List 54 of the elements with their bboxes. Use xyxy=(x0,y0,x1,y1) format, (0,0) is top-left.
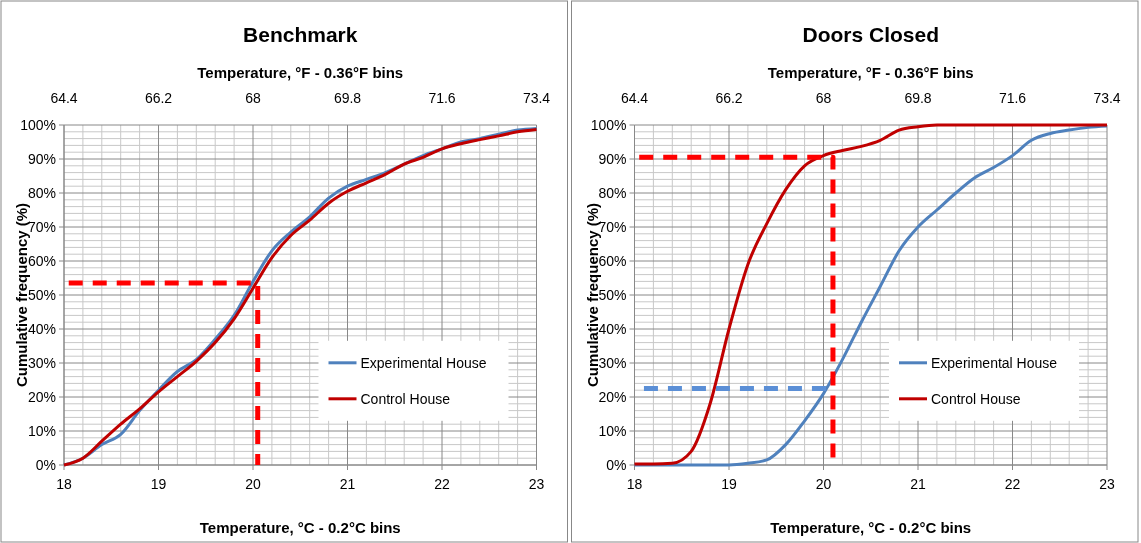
x-tick-label: 21 xyxy=(339,476,356,492)
x2-tick-label: 73.4 xyxy=(1093,90,1121,106)
x-tick-label: 21 xyxy=(910,476,926,492)
legend-label: Control House xyxy=(931,390,1021,407)
x-tick-label: 20 xyxy=(815,476,832,492)
x2-tick-label: 68 xyxy=(245,90,261,106)
x2-tick-label: 69.8 xyxy=(333,90,362,106)
x-axis-title: Temperature, °C - 0.2°C bins xyxy=(770,519,972,536)
x2-tick-label: 68 xyxy=(815,90,832,106)
x-tick-label: 18 xyxy=(626,476,643,492)
x-tick-label: 23 xyxy=(1099,476,1115,492)
x2-tick-label: 69.8 xyxy=(904,90,932,106)
x2-tick-label: 66.2 xyxy=(715,90,743,106)
chart-title: Doors Closed xyxy=(802,23,940,46)
y-tick-label: 10% xyxy=(598,422,627,439)
y-tick-label: 30% xyxy=(27,354,56,371)
y-tick-label: 20% xyxy=(27,388,56,405)
x-axis-title: Temperature, °C - 0.2°C bins xyxy=(199,519,401,536)
x-tick-label: 18 xyxy=(56,476,72,492)
x2-tick-label: 64.4 xyxy=(620,90,649,106)
y-tick-label: 0% xyxy=(606,456,627,473)
y-tick-label: 20% xyxy=(598,388,627,405)
y-tick-label: 100% xyxy=(20,116,56,133)
y-tick-label: 10% xyxy=(27,422,56,439)
x-tick-label: 22 xyxy=(1004,476,1021,492)
x2-tick-label: 73.4 xyxy=(522,90,551,106)
x-tick-label: 22 xyxy=(434,476,450,492)
legend-label: Control House xyxy=(360,390,451,407)
x2-tick-label: 71.6 xyxy=(428,90,456,106)
x2-axis-title: Temperature, °F - 0.36°F bins xyxy=(767,64,974,81)
y-tick-label: 90% xyxy=(27,150,56,167)
y-tick-label: 80% xyxy=(598,184,627,201)
legend-label: Experimental House xyxy=(360,354,487,371)
y-tick-label: 80% xyxy=(27,184,56,201)
y-tick-label: 40% xyxy=(598,320,627,337)
x-tick-label: 23 xyxy=(528,476,545,492)
y-tick-label: 50% xyxy=(598,286,627,303)
y-tick-label: 30% xyxy=(598,354,627,371)
x-tick-label: 19 xyxy=(721,476,737,492)
y-tick-label: 50% xyxy=(27,286,56,303)
x2-tick-label: 66.2 xyxy=(144,90,173,106)
x2-tick-label: 71.6 xyxy=(998,90,1027,106)
x2-axis-title: Temperature, °F - 0.36°F bins xyxy=(197,64,404,81)
x2-tick-label: 64.4 xyxy=(50,90,78,106)
y-tick-label: 60% xyxy=(27,252,56,269)
chart-title: Benchmark xyxy=(243,23,358,46)
x-tick-label: 19 xyxy=(150,476,167,492)
y-tick-label: 100% xyxy=(590,116,627,133)
y-tick-label: 60% xyxy=(598,252,627,269)
y-tick-label: 90% xyxy=(598,150,627,167)
x-tick-label: 20 xyxy=(245,476,261,492)
legend-label: Experimental House xyxy=(931,354,1058,371)
y-tick-label: 0% xyxy=(35,456,56,473)
y-tick-label: 40% xyxy=(27,320,56,337)
